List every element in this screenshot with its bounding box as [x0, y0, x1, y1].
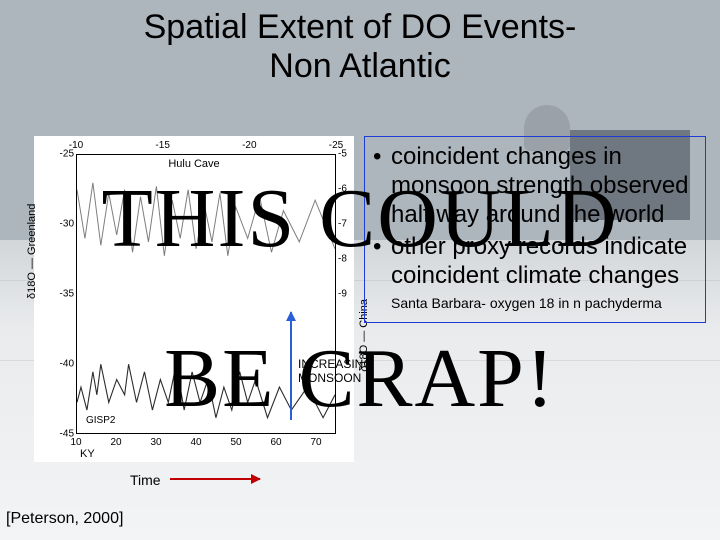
tick: -25: [329, 140, 343, 151]
plot-svg: [77, 155, 335, 433]
x-axis-label: KY: [80, 448, 95, 460]
tick: 60: [270, 437, 281, 448]
monsoon-label: INCREASING MONSOON: [298, 358, 373, 386]
plot-area: [76, 154, 336, 434]
bottom-series-label: GISP2: [86, 415, 115, 426]
tick: -30: [58, 219, 74, 230]
time-arrow-icon: [170, 478, 260, 480]
title-line-2: Non Atlantic: [269, 47, 450, 85]
tick: -7: [338, 219, 354, 230]
tick: -6: [338, 184, 354, 195]
tick: -40: [58, 359, 74, 370]
tick: 40: [190, 437, 201, 448]
chart-panel: δ18O — Greenland δ18O — China Hulu Cave …: [34, 136, 354, 462]
tick: -8: [338, 254, 354, 265]
y-left-axis-label: δ18O — Greenland: [26, 204, 38, 299]
tick: -35: [58, 289, 74, 300]
bullet-2: other proxy records indicate coincident …: [373, 233, 697, 291]
monsoon-label-2: MONSOON: [298, 371, 361, 385]
tick: 70: [310, 437, 321, 448]
bullet-sub: Santa Barbara- oxygen 18 in n pachyderma: [373, 295, 697, 312]
tick: -15: [155, 140, 169, 151]
tick: 50: [230, 437, 241, 448]
tick: -20: [242, 140, 256, 151]
time-label: Time: [130, 472, 161, 488]
monsoon-label-1: INCREASING: [298, 357, 373, 371]
bullet-1: coincident changes in monsoon strength o…: [373, 143, 697, 229]
tick: -9: [338, 289, 354, 300]
tick: 20: [110, 437, 121, 448]
tick: 30: [150, 437, 161, 448]
tick: -10: [69, 140, 83, 151]
monsoon-arrow-icon: [290, 312, 292, 420]
citation: [Peterson, 2000]: [6, 510, 123, 528]
title-line-1: Spatial Extent of DO Events-: [144, 8, 577, 46]
slide: Spatial Extent of DO Events- Non Atlanti…: [0, 0, 720, 540]
slide-title: Spatial Extent of DO Events- Non Atlanti…: [0, 8, 720, 86]
tick: 10: [70, 437, 81, 448]
bullet-box: coincident changes in monsoon strength o…: [364, 136, 706, 323]
